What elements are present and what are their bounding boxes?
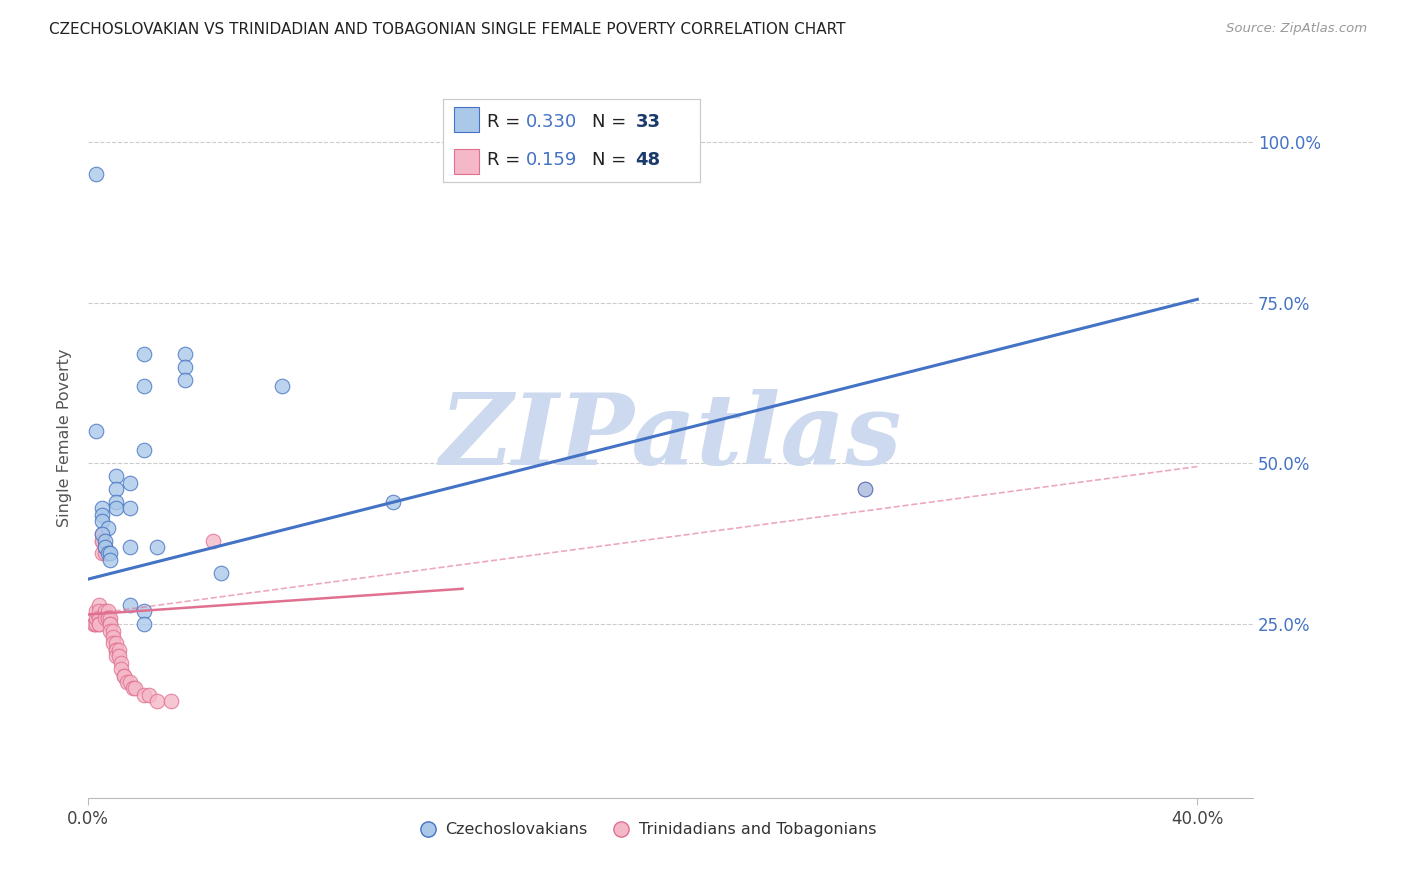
Point [91,527,114,541]
Y-axis label: Single Female Poverty: Single Female Poverty [58,349,72,527]
Point [174,347,197,361]
Text: Source: ZipAtlas.com: Source: ZipAtlas.com [1226,22,1367,36]
Point [146,540,169,554]
Point [104,643,127,657]
Point [107,649,129,664]
Point [91,546,114,560]
Point [98,553,121,567]
Point [110,662,132,676]
Point [91,527,114,541]
Point [94,604,117,618]
Point [146,694,169,708]
Text: CZECHOSLOVAKIAN VS TRINIDADIAN AND TOBAGONIAN SINGLE FEMALE POVERTY CORRELATION : CZECHOSLOVAKIAN VS TRINIDADIAN AND TOBAG… [49,22,846,37]
Point [271,379,294,393]
Point [89,617,111,632]
Point [98,624,121,638]
Point [118,501,141,516]
Point [132,347,155,361]
Point [97,546,120,560]
Point [104,636,127,650]
Legend: Czechoslovakians, Trinidadians and Tobagonians: Czechoslovakians, Trinidadians and Tobag… [412,816,883,844]
Point [118,475,141,490]
Point [121,681,143,696]
Point [97,610,120,624]
Point [98,617,121,632]
Point [86,424,108,438]
Point [132,604,155,618]
Point [104,469,127,483]
Point [853,482,876,496]
Point [97,521,120,535]
Point [138,688,160,702]
Point [101,630,124,644]
Point [104,649,127,664]
Point [91,508,114,522]
Point [89,610,111,624]
Point [94,546,117,560]
Point [91,514,114,528]
Point [104,482,127,496]
Point [89,604,111,618]
Text: ZIPatlas: ZIPatlas [439,390,901,486]
Point [118,540,141,554]
Point [86,610,108,624]
Point [98,546,121,560]
Point [94,540,117,554]
Point [97,610,120,624]
Point [104,495,127,509]
Point [89,598,111,612]
Point [101,636,124,650]
Point [83,617,105,632]
Point [112,668,135,682]
Point [118,598,141,612]
Point [91,501,114,516]
Point [91,533,114,548]
Point [115,675,138,690]
Point [104,643,127,657]
Point [98,610,121,624]
Point [94,533,117,548]
Point [132,443,155,458]
Point [89,617,111,632]
Point [209,566,232,580]
Point [201,533,224,548]
Point [853,482,876,496]
Point [104,501,127,516]
Point [132,688,155,702]
Point [110,656,132,670]
Point [83,617,105,632]
Point [118,675,141,690]
Point [124,681,146,696]
Point [91,533,114,548]
Point [132,379,155,393]
Point [86,604,108,618]
Point [86,617,108,632]
Point [97,604,120,618]
Point [174,359,197,374]
Point [112,668,135,682]
Point [132,617,155,632]
Point [86,167,108,181]
Point [160,694,183,708]
Point [107,643,129,657]
Point [94,610,117,624]
Point [382,495,405,509]
Point [101,624,124,638]
Point [174,373,197,387]
Point [94,540,117,554]
Point [98,617,121,632]
